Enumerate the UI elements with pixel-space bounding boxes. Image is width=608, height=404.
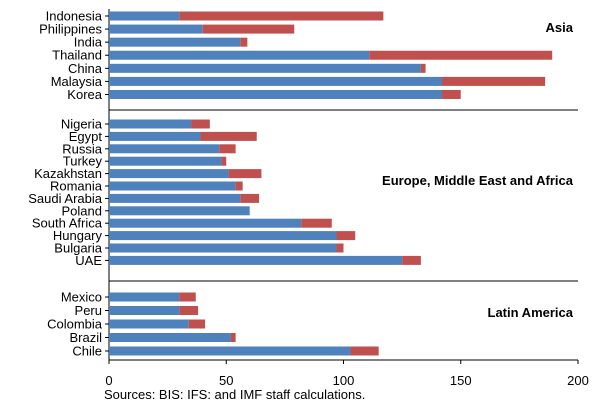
x-tick-label: 150 bbox=[450, 373, 472, 388]
category-label: Bulgaria bbox=[54, 241, 102, 256]
bar-segment-2 bbox=[188, 319, 206, 329]
bar-segment-1 bbox=[109, 319, 189, 329]
bar-segment-2 bbox=[230, 333, 236, 342]
category-label: Indonesia bbox=[46, 9, 103, 24]
group-label: Latin America bbox=[488, 305, 574, 320]
bar-segment-1 bbox=[109, 292, 180, 302]
x-tick-label: 0 bbox=[105, 373, 112, 388]
bar-segment-1 bbox=[109, 306, 180, 315]
bar-segment-2 bbox=[179, 306, 199, 315]
x-tick-label: 100 bbox=[333, 373, 355, 388]
category-label: Russia bbox=[62, 141, 103, 156]
bar-segment-2 bbox=[240, 37, 248, 47]
bar-segment-1 bbox=[109, 119, 192, 129]
bar-segment-2 bbox=[235, 181, 243, 191]
bar-segment-1 bbox=[109, 131, 201, 141]
category-label: Korea bbox=[67, 87, 102, 102]
category-label: Turkey bbox=[63, 154, 103, 169]
bar-segment-2 bbox=[350, 346, 379, 356]
category-label: Nigeria bbox=[61, 117, 103, 132]
bar-segment-2 bbox=[179, 292, 196, 302]
source-note: Sources: BIS: IFS: and IMF staff calcula… bbox=[104, 387, 366, 402]
bar-segment-1 bbox=[109, 231, 337, 241]
category-label: Brazil bbox=[69, 330, 102, 345]
bar-segment-1 bbox=[109, 156, 222, 166]
bar-segment-1 bbox=[109, 193, 241, 203]
bar-segment-1 bbox=[109, 346, 351, 356]
bar-segment-2 bbox=[301, 218, 332, 228]
bar-segment-2 bbox=[441, 89, 461, 99]
category-label: Romania bbox=[50, 179, 103, 194]
bar-segment-1 bbox=[109, 206, 250, 216]
bar-segment-1 bbox=[109, 11, 180, 21]
bar-segment-2 bbox=[336, 243, 344, 253]
bar-segment-2 bbox=[219, 144, 236, 154]
x-tick-label: 200 bbox=[567, 373, 589, 388]
group-label: Europe, Middle East and Africa bbox=[382, 173, 574, 188]
bar-segment-2 bbox=[369, 50, 553, 60]
group-label: Asia bbox=[546, 20, 574, 35]
bar-segment-2 bbox=[200, 131, 257, 141]
category-label: Chile bbox=[72, 344, 102, 359]
bar-segment-2 bbox=[191, 119, 210, 129]
bar-segment-1 bbox=[109, 243, 337, 253]
category-label: Poland bbox=[62, 203, 102, 218]
category-label: Saudi Arabia bbox=[28, 191, 102, 206]
category-label: Mexico bbox=[61, 290, 102, 305]
bar-segment-2 bbox=[179, 11, 384, 21]
bar-segment-2 bbox=[221, 156, 227, 166]
bar-segment-1 bbox=[109, 89, 442, 99]
category-label: China bbox=[68, 61, 103, 76]
category-label: UAE bbox=[75, 253, 102, 268]
bar-segment-1 bbox=[109, 24, 203, 34]
labels-layer: 0 50 100 150 200 IndonesiaPhilippinesIndiaTha… bbox=[28, 9, 589, 389]
category-label: Hungary bbox=[53, 228, 103, 243]
category-label: Egypt bbox=[69, 129, 103, 144]
category-label: South Africa bbox=[32, 216, 103, 231]
category-label: Philippines bbox=[39, 22, 102, 37]
bar-segment-1 bbox=[109, 218, 302, 228]
bar-segment-1 bbox=[109, 333, 231, 342]
bar-segment-1 bbox=[109, 76, 442, 86]
bar-segment-1 bbox=[109, 255, 403, 265]
category-label: Kazakhstan bbox=[34, 166, 102, 181]
category-label: India bbox=[74, 35, 103, 50]
category-label: Thailand bbox=[52, 48, 102, 63]
bar-segment-2 bbox=[420, 63, 426, 73]
bar-segment-1 bbox=[109, 144, 220, 154]
bar-segment-2 bbox=[228, 169, 262, 179]
bar-segment-2 bbox=[240, 193, 260, 203]
category-label: Malaysia bbox=[51, 74, 103, 89]
category-label: Peru bbox=[75, 303, 102, 318]
bar-segment-2 bbox=[441, 76, 546, 86]
x-tick-label: 50 bbox=[219, 373, 233, 388]
bar-segment-1 bbox=[109, 169, 229, 179]
bar-segment-2 bbox=[336, 231, 356, 241]
bar-segment-1 bbox=[109, 63, 421, 73]
bar-segment-1 bbox=[109, 181, 236, 191]
category-label: Colombia bbox=[47, 317, 103, 332]
bar-segment-1 bbox=[109, 37, 241, 47]
bar-segment-1 bbox=[109, 50, 370, 60]
bars-layer bbox=[109, 11, 553, 356]
bar-segment-2 bbox=[402, 255, 421, 265]
bar-segment-2 bbox=[202, 24, 295, 34]
